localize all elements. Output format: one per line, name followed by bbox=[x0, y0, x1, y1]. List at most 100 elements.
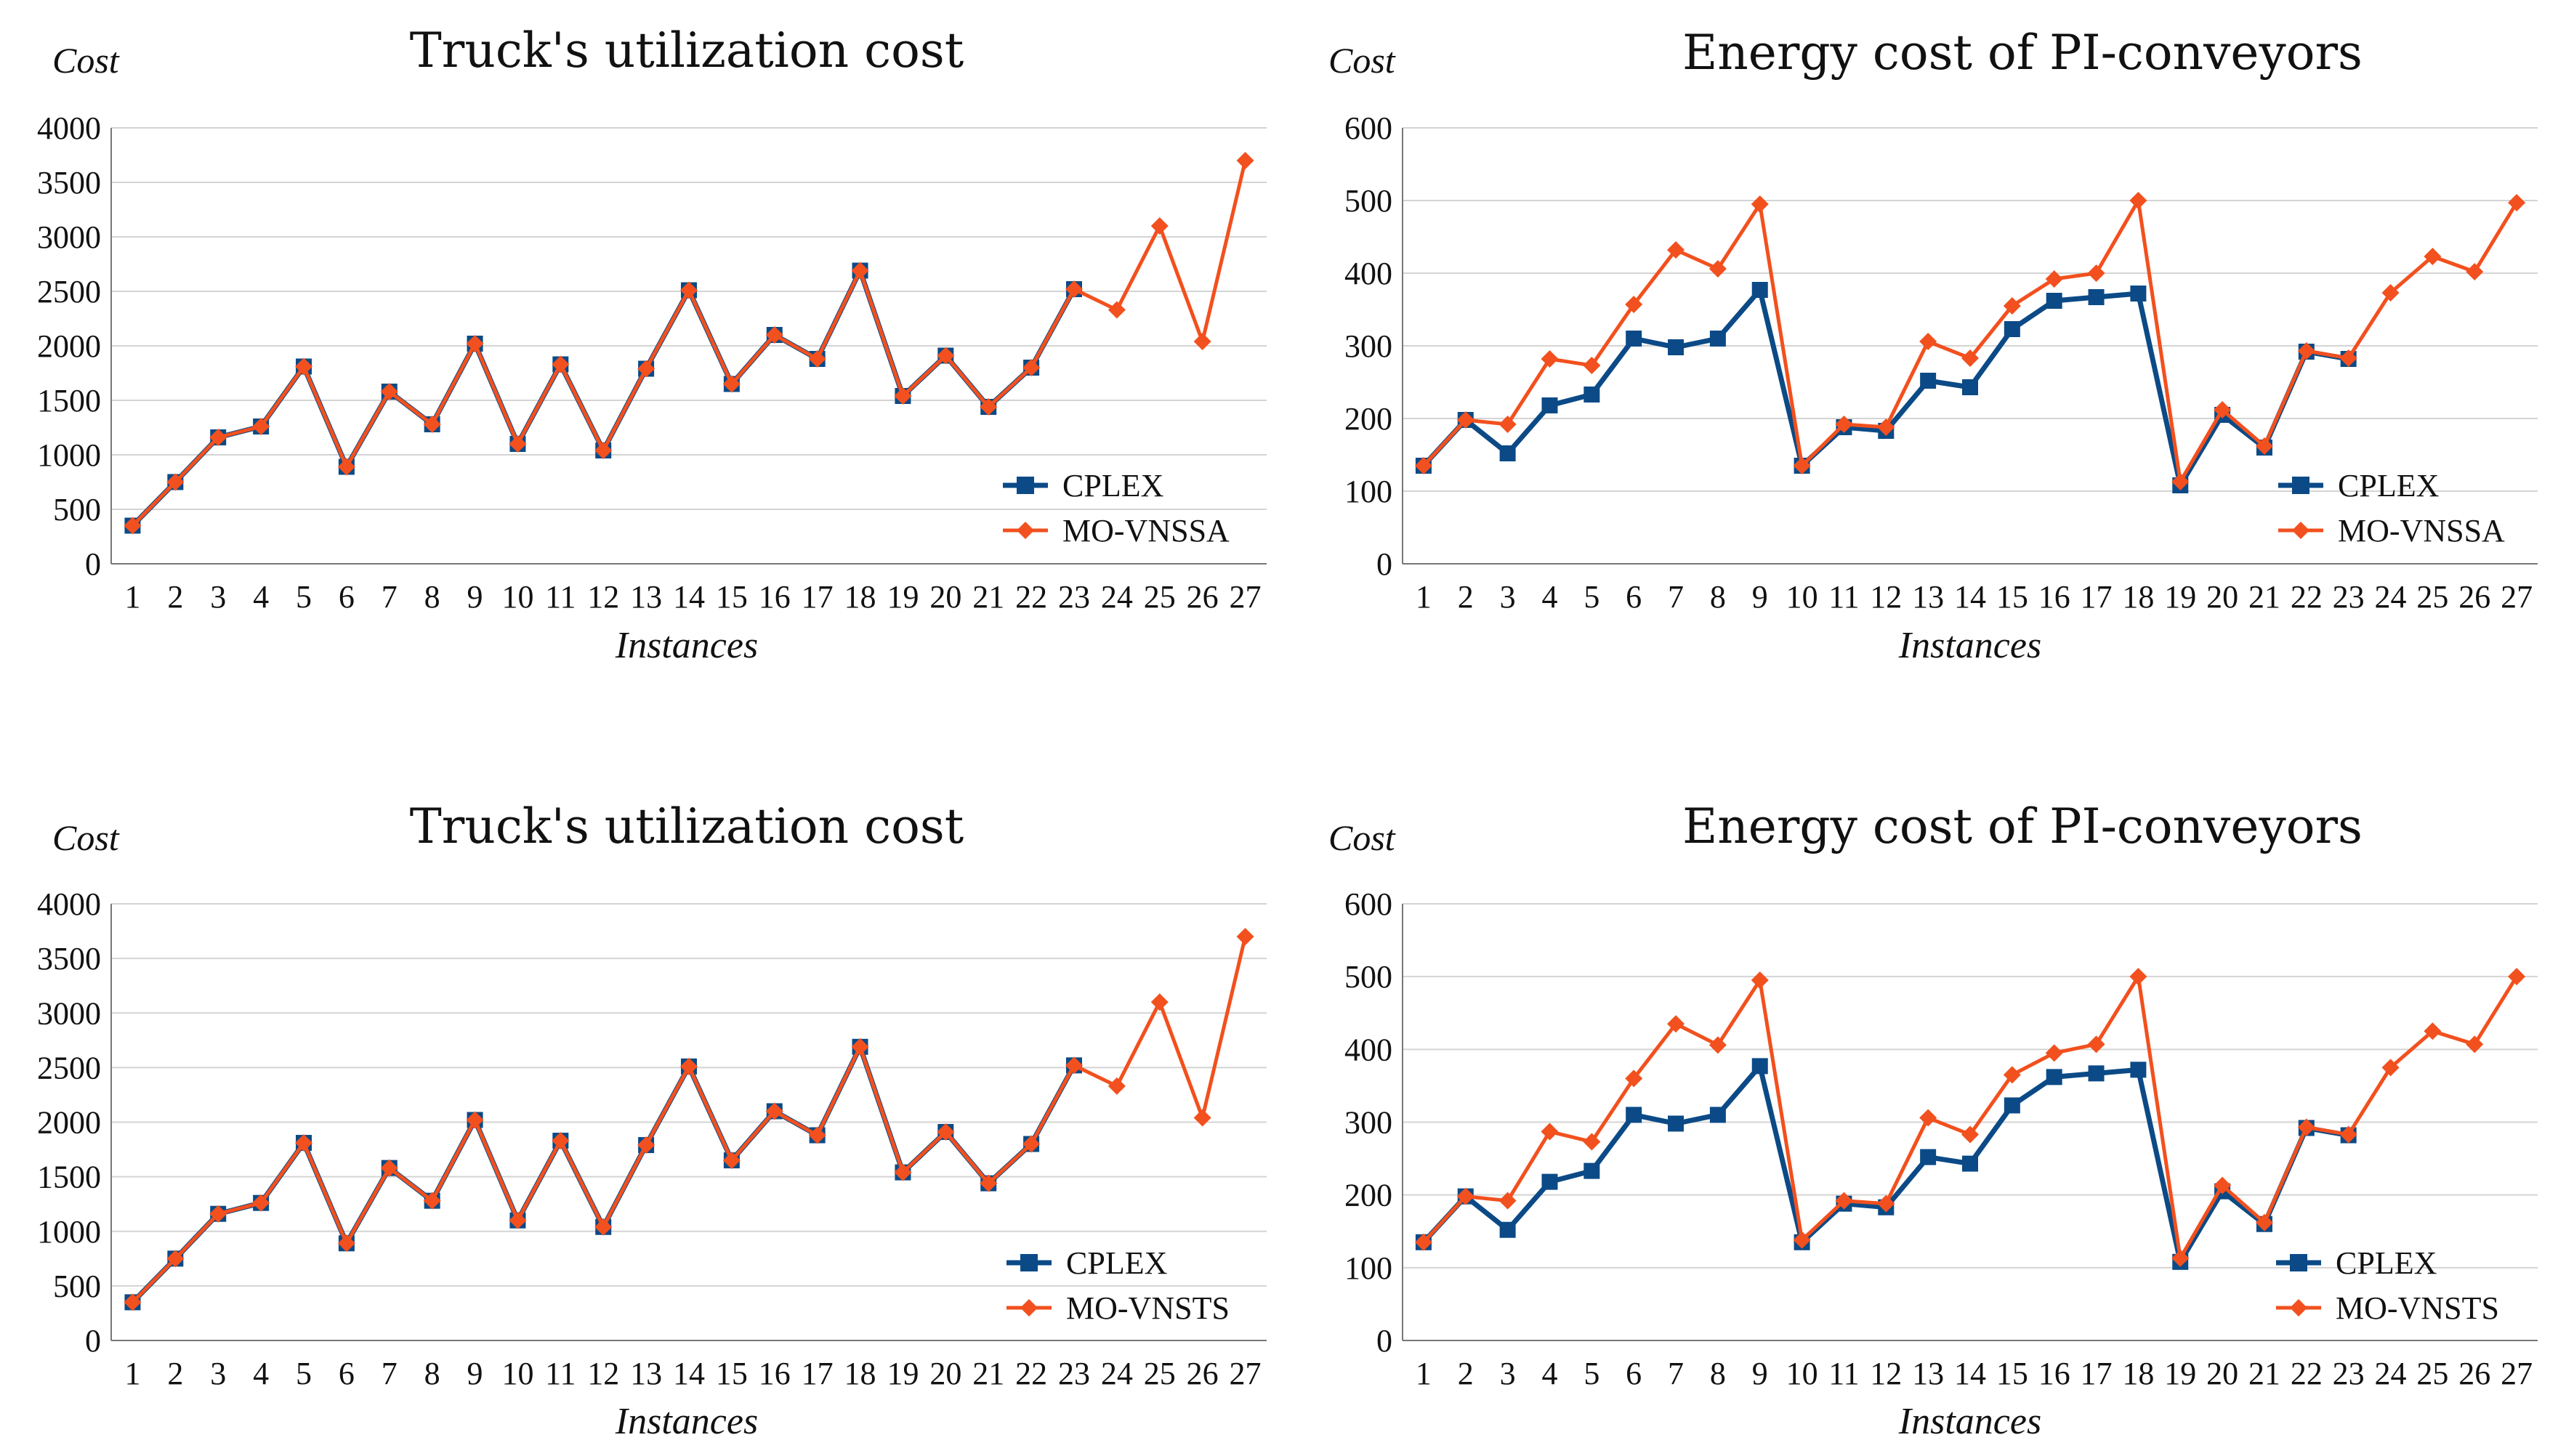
x-tick-label: 5 bbox=[1583, 579, 1599, 615]
x-tick-label: 20 bbox=[2206, 1356, 2238, 1391]
data-point bbox=[2130, 286, 2147, 302]
data-point bbox=[2045, 1044, 2063, 1062]
legend-marker bbox=[2290, 1299, 2307, 1317]
x-tick-label: 18 bbox=[844, 579, 876, 615]
y-tick-label: 0 bbox=[85, 1323, 101, 1359]
data-point bbox=[1583, 357, 1601, 374]
x-tick-label: 16 bbox=[2038, 1356, 2070, 1391]
x-tick-label: 16 bbox=[759, 579, 791, 615]
data-point bbox=[594, 1218, 613, 1236]
data-point bbox=[1414, 1233, 1432, 1251]
series-cplex bbox=[1415, 1058, 2357, 1270]
data-point bbox=[1583, 1133, 1601, 1151]
data-point bbox=[423, 1192, 441, 1210]
data-point bbox=[552, 1132, 570, 1150]
chart-title: Truck's utilization cost bbox=[410, 23, 964, 78]
legend-marker bbox=[2292, 522, 2309, 539]
data-point bbox=[1456, 1187, 1474, 1205]
x-tick-label: 17 bbox=[2081, 1356, 2113, 1391]
data-point bbox=[1751, 1058, 1768, 1075]
y-tick-label: 1000 bbox=[37, 1214, 101, 1250]
data-point bbox=[1108, 1077, 1126, 1095]
y-tick-label: 3000 bbox=[37, 995, 101, 1031]
series-line bbox=[130, 1044, 1077, 1304]
y-tick-label: 500 bbox=[1344, 959, 1392, 995]
data-point bbox=[851, 1038, 869, 1056]
x-tick-label: 21 bbox=[2248, 579, 2280, 615]
y-tick-label: 500 bbox=[1344, 183, 1392, 219]
x-tick-label: 10 bbox=[501, 579, 533, 615]
legend-marker bbox=[2290, 1254, 2307, 1271]
data-point bbox=[2088, 1065, 2105, 1082]
data-point bbox=[1456, 411, 1474, 429]
data-point bbox=[1625, 1069, 1643, 1088]
data-point bbox=[2004, 321, 2020, 337]
x-tick-label: 4 bbox=[1541, 579, 1557, 615]
chart-title: Energy cost of PI-conveyors bbox=[1682, 798, 2363, 854]
data-point bbox=[722, 375, 741, 393]
data-point bbox=[1962, 379, 1978, 395]
x-tick-label: 25 bbox=[2416, 1356, 2448, 1391]
x-tick-label: 15 bbox=[716, 579, 748, 615]
x-tick-label: 8 bbox=[1710, 579, 1726, 615]
x-tick-label: 27 bbox=[1230, 1356, 1262, 1391]
series-cplex bbox=[124, 262, 1082, 534]
x-tick-label: 24 bbox=[2375, 1356, 2407, 1391]
series-line bbox=[1421, 1063, 2349, 1265]
x-tick-label: 23 bbox=[2333, 579, 2365, 615]
data-point bbox=[637, 1136, 655, 1154]
data-point bbox=[1541, 1173, 1558, 1190]
x-tick-label: 8 bbox=[1710, 1356, 1726, 1391]
data-point bbox=[2381, 284, 2400, 302]
data-point bbox=[1022, 1135, 1041, 1153]
data-point bbox=[1835, 1192, 1853, 1210]
data-point bbox=[980, 398, 998, 416]
data-point bbox=[1667, 241, 1685, 259]
data-point bbox=[1961, 349, 1979, 367]
data-point bbox=[252, 418, 270, 435]
data-point bbox=[1751, 282, 1768, 298]
series-cplex bbox=[124, 1038, 1082, 1311]
y-tick-label: 2000 bbox=[37, 1105, 101, 1141]
x-tick-label: 26 bbox=[2458, 579, 2490, 615]
data-point bbox=[2214, 401, 2232, 418]
y-tick-label: 200 bbox=[1344, 1178, 1392, 1213]
x-tick-label: 11 bbox=[545, 1356, 576, 1391]
legend-marker bbox=[1020, 1254, 1038, 1271]
data-point bbox=[2381, 1059, 2400, 1077]
x-tick-label: 10 bbox=[1786, 579, 1818, 615]
data-point bbox=[1626, 1107, 1642, 1123]
x-tick-label: 13 bbox=[1912, 579, 1944, 615]
x-tick-label: 5 bbox=[296, 579, 312, 615]
y-tick-label: 100 bbox=[1344, 474, 1392, 509]
data-point bbox=[552, 355, 570, 373]
data-point bbox=[2003, 1066, 2021, 1084]
x-tick-label: 14 bbox=[1954, 1356, 1986, 1391]
x-tick-label: 19 bbox=[887, 579, 919, 615]
x-tick-label: 6 bbox=[339, 579, 355, 615]
data-point bbox=[765, 326, 783, 344]
data-point bbox=[2508, 194, 2526, 211]
legend-label: CPLEX bbox=[1062, 468, 1163, 503]
y-tick-label: 3000 bbox=[37, 219, 101, 255]
data-point bbox=[594, 442, 613, 459]
y-axis-label: Cost bbox=[1328, 40, 1396, 81]
data-point bbox=[1793, 1231, 1811, 1249]
data-point bbox=[2424, 248, 2442, 265]
x-tick-label: 22 bbox=[2291, 1356, 2323, 1391]
data-point bbox=[124, 1293, 142, 1311]
data-point bbox=[2255, 1213, 2273, 1231]
data-point bbox=[1709, 331, 1726, 347]
series-mo-vnsts bbox=[1414, 968, 2526, 1267]
y-tick-label: 3500 bbox=[37, 165, 101, 201]
y-tick-label: 600 bbox=[1344, 110, 1392, 146]
data-point bbox=[2046, 1069, 2062, 1085]
data-point bbox=[1065, 1056, 1083, 1075]
x-tick-label: 2 bbox=[1458, 1356, 1474, 1391]
data-point bbox=[1708, 1036, 1727, 1054]
y-tick-label: 2500 bbox=[37, 1050, 101, 1085]
x-tick-label: 2 bbox=[1458, 579, 1474, 615]
x-tick-label: 20 bbox=[929, 1356, 961, 1391]
x-tick-label: 26 bbox=[2458, 1356, 2490, 1391]
